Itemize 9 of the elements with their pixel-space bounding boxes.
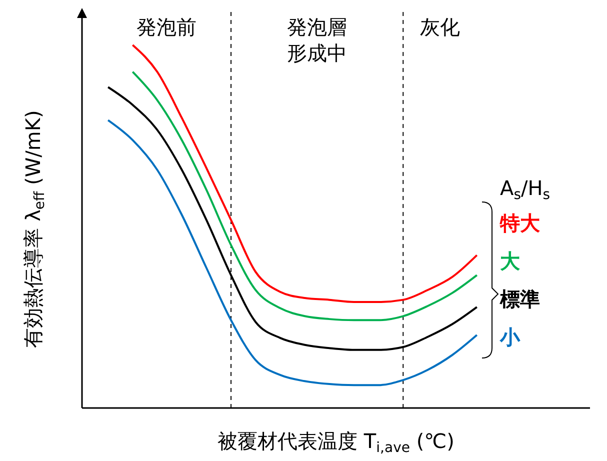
series-label: 小 [499, 325, 521, 349]
legend-title: A$_{s}$/H$_{s}$ [500, 176, 550, 202]
text: 発泡前 [136, 15, 197, 39]
series-label: 特大 [499, 211, 541, 235]
series-label: 標準 [499, 287, 540, 311]
series-label: 大 [500, 249, 521, 273]
annotation: 発泡層形成中 [287, 15, 348, 65]
x-axis-title: 被覆材代表温度 T$_{i,ave}$ (℃) [218, 429, 454, 456]
text: 灰化 [420, 15, 460, 39]
